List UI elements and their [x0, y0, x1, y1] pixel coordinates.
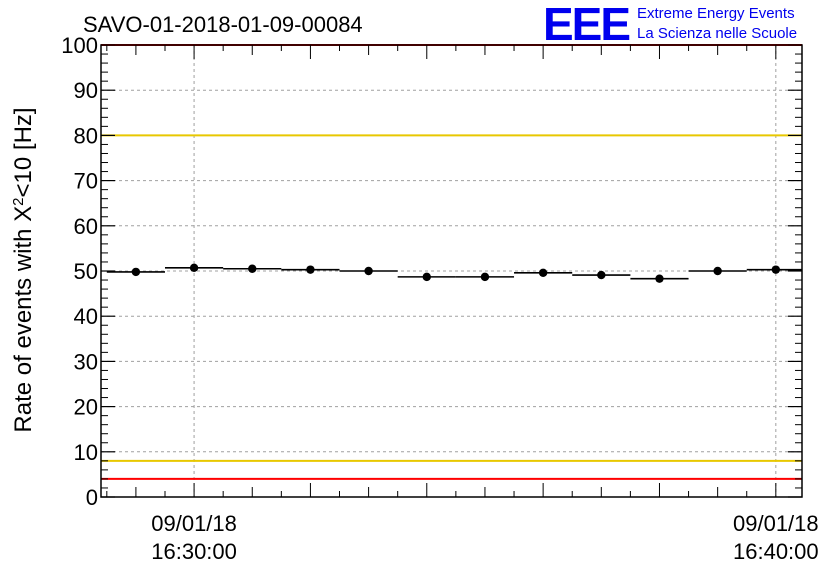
grid — [101, 45, 802, 497]
logo-line-1: Extreme Energy Events — [637, 5, 795, 22]
y-tick-label: 0 — [86, 485, 98, 510]
eee-logo-mark: EEE — [543, 0, 629, 50]
data-series — [106, 263, 802, 283]
data-point — [771, 265, 781, 274]
data-point — [655, 274, 664, 283]
chart-title: SAVO-01-2018-01-09-00084 — [83, 12, 363, 37]
axes: 0 10 20 30 40 50 60 70 80 90 100 09/01/18 16:30:00 09… — [61, 33, 818, 564]
data-point — [538, 268, 548, 278]
y-axis-label-main: Rate of events with X — [10, 206, 37, 433]
y-axis-label: Rate of events with X2<10 [Hz] — [10, 107, 38, 432]
data-point — [131, 267, 141, 277]
data-point — [422, 272, 431, 282]
y-axis-label-tail: <10 [Hz] — [10, 107, 37, 197]
x-tick-label-time: 16:40:00 — [733, 539, 819, 564]
y-tick-label: 40 — [74, 304, 98, 329]
data-point — [248, 264, 257, 273]
y-tick-label: 90 — [74, 78, 98, 103]
data-point — [364, 266, 373, 276]
reference-lines — [101, 44, 802, 480]
data-point — [597, 270, 606, 280]
data-point — [189, 263, 199, 273]
y-tick-label: 20 — [74, 395, 98, 420]
y-tick-label: 50 — [74, 259, 98, 284]
data-point — [713, 266, 722, 276]
y-tick-label: 100 — [61, 33, 98, 58]
x-tick-label-date: 09/01/18 — [151, 511, 237, 536]
y-tick-label: 80 — [74, 123, 98, 148]
x-tick-label-date: 09/01/18 — [733, 511, 819, 536]
data-point — [306, 265, 315, 274]
x-tick-label-time: 16:30:00 — [151, 539, 237, 564]
y-tick-label: 30 — [74, 349, 98, 374]
y-tick-label: 10 — [74, 440, 98, 465]
logo-line-2: La Scienza nelle Scuole — [637, 25, 797, 42]
y-tick-label: 70 — [74, 169, 98, 194]
y-axis-label-superscript: 2 — [10, 197, 27, 205]
eee-logo: EEE Extreme Energy Events La Scienza nel… — [543, 0, 797, 50]
data-point — [480, 272, 490, 282]
y-tick-label: 60 — [74, 214, 98, 239]
